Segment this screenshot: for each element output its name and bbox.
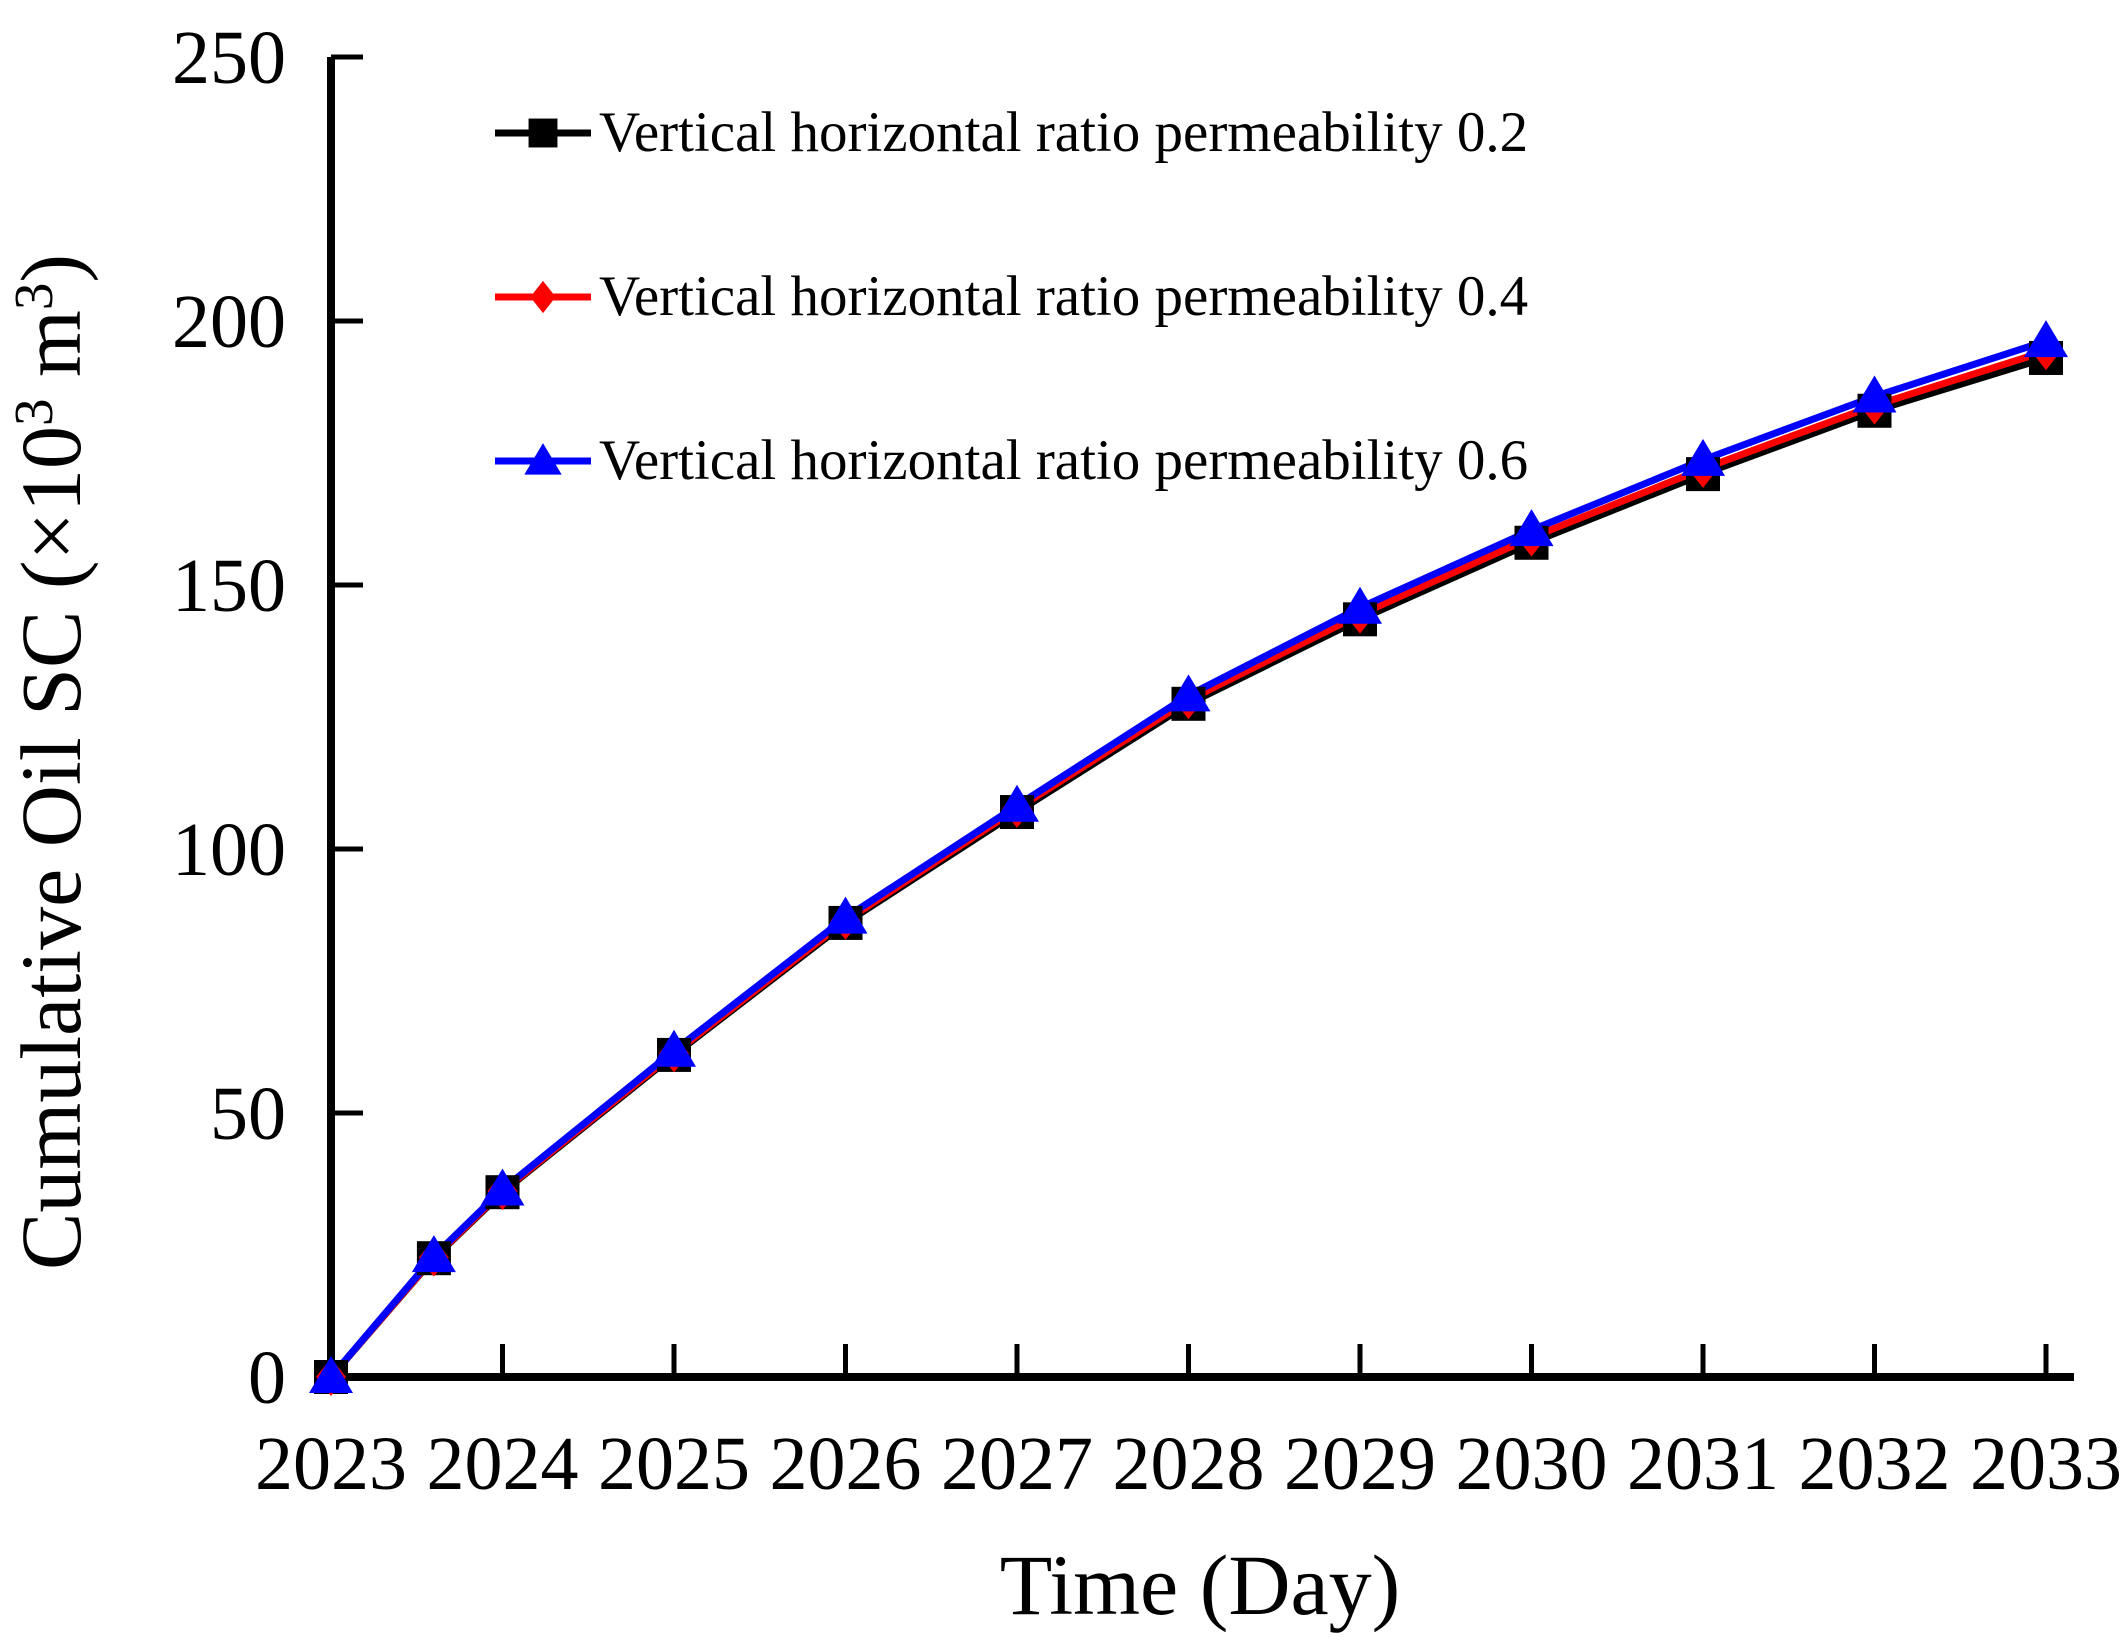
x-tick-label: 2026	[770, 1422, 922, 1506]
x-tick-label: 2031	[1627, 1422, 1779, 1506]
x-tick-label: 2032	[1799, 1422, 1951, 1506]
data-point-marker	[309, 1356, 353, 1393]
series-line	[328, 347, 2048, 1380]
y-tick-label: 150	[172, 544, 286, 628]
legend-item: Vertical horizontal ratio permeability 0…	[493, 429, 1528, 493]
data-point-marker	[995, 784, 1039, 822]
series-line	[328, 337, 2048, 1380]
legend-label: Vertical horizontal ratio permeability 0…	[599, 101, 1529, 164]
y-tick-label: 100	[172, 808, 286, 892]
series-line	[328, 354, 2048, 1380]
x-axis-title: Time (Day)	[1000, 1537, 1401, 1633]
legend-item: Vertical horizontal ratio permeability 0…	[493, 265, 1528, 329]
data-point-marker	[1852, 375, 1897, 413]
data-point-marker	[1681, 438, 1725, 476]
data-point-marker	[1509, 509, 1554, 547]
plot-area	[309, 320, 2068, 1396]
data-point-marker	[652, 1029, 696, 1067]
data-point-marker	[2024, 320, 2068, 358]
legend-label: Vertical horizontal ratio permeability 0…	[599, 429, 1529, 492]
x-tick-label: 2028	[1113, 1422, 1265, 1506]
data-point-marker	[524, 443, 562, 475]
legend-marker-triangle-icon	[495, 443, 591, 475]
x-tick-label: 2033	[1970, 1422, 2122, 1506]
data-point-marker	[1338, 586, 1382, 624]
data-point-marker	[1166, 674, 1211, 712]
tick-labels: 2023 2024 2025 2026 2027 2028 2029 2030 2031 2032…	[172, 16, 2122, 1506]
x-tick-label: 2030	[1456, 1422, 1608, 1506]
legend-marker-square-icon	[495, 118, 591, 148]
tick-marks	[331, 54, 2049, 1377]
y-axis-title: Cumulative Oil SC (×103​ m3​)	[3, 254, 99, 1270]
legend-marker-diamond-icon	[495, 280, 591, 314]
data-point-marker	[530, 280, 556, 314]
axes: 2023 2024 2025 2026 2027 2028 2029 2030 2031 2032…	[172, 16, 2122, 1506]
data-point-marker	[480, 1168, 525, 1206]
y-tick-label: 200	[172, 280, 286, 364]
data-point-marker	[823, 896, 868, 934]
data-point-marker	[411, 1235, 456, 1273]
y-tick-label: 50	[210, 1072, 286, 1156]
x-tick-label: 2024	[427, 1422, 579, 1506]
y-tick-label: 250	[172, 16, 286, 100]
x-tick-label: 2029	[1284, 1422, 1436, 1506]
x-tick-label: 2023	[255, 1422, 407, 1506]
data-point-marker	[528, 118, 558, 148]
legend-label: Vertical horizontal ratio permeability 0…	[599, 265, 1529, 328]
legend-item: Vertical horizontal ratio permeability 0…	[493, 101, 1528, 165]
x-tick-label: 2025	[598, 1422, 750, 1506]
y-tick-label: 0	[248, 1336, 286, 1420]
x-tick-label: 2027	[941, 1422, 1093, 1506]
